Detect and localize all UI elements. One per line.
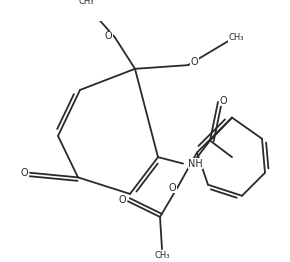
Text: CH₃: CH₃ [79, 0, 94, 6]
Text: O: O [21, 168, 29, 178]
Text: NH: NH [188, 159, 203, 168]
Text: CH₃: CH₃ [228, 33, 244, 42]
Text: O: O [191, 57, 198, 67]
Text: O: O [118, 195, 126, 205]
Text: O: O [169, 183, 177, 193]
Text: O: O [220, 96, 228, 106]
Text: O: O [105, 31, 113, 41]
Text: CH₃: CH₃ [154, 251, 170, 260]
